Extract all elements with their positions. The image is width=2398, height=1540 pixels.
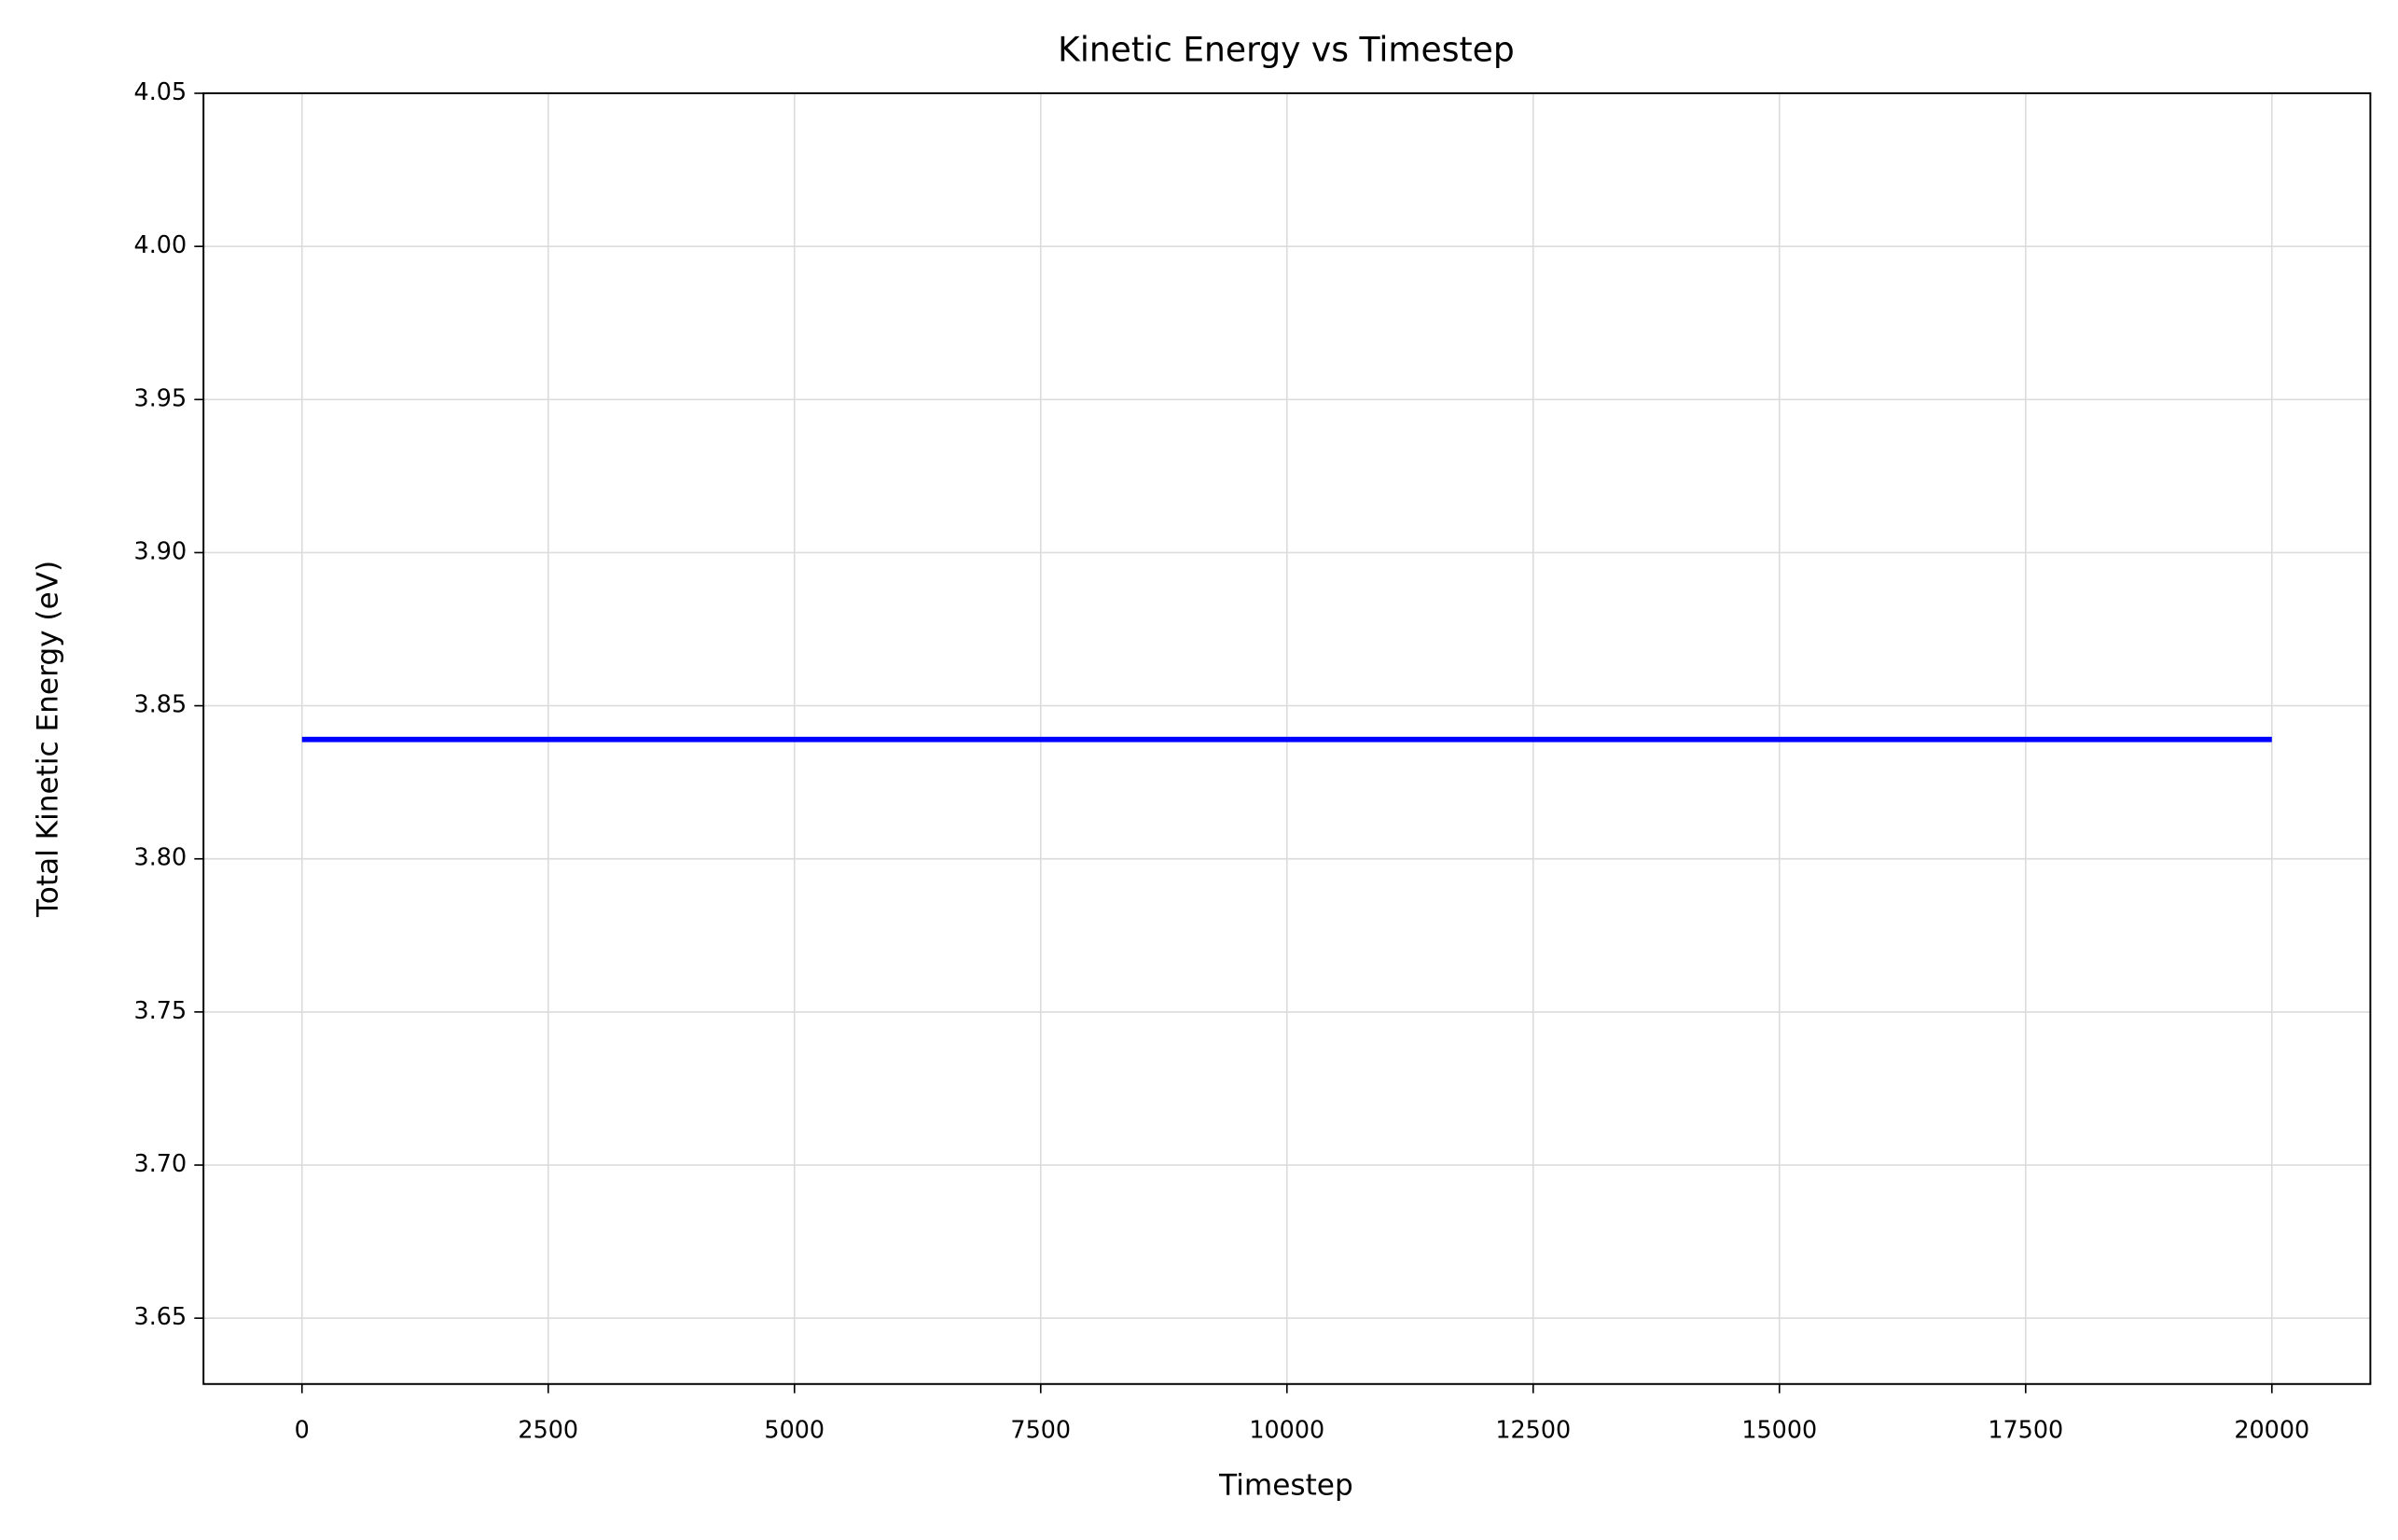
y-tick-label: 3.80: [134, 843, 187, 871]
x-tick-label: 10000: [1249, 1416, 1324, 1444]
x-axis-label: Timestep: [1218, 1469, 1353, 1503]
x-tick-label: 2500: [518, 1416, 578, 1444]
y-tick-label: 4.00: [134, 230, 187, 258]
y-axis-label: Total Kinetic Energy (eV): [32, 561, 65, 918]
x-tick-label: 0: [295, 1416, 310, 1444]
x-tick-label: 7500: [1010, 1416, 1071, 1444]
x-tick-label: 12500: [1495, 1416, 1571, 1444]
x-tick-label: 15000: [1741, 1416, 1817, 1444]
chart-title: Kinetic Energy vs Timestep: [1058, 31, 1515, 70]
y-tick-label: 3.65: [134, 1302, 187, 1330]
x-tick-label: 20000: [2234, 1416, 2309, 1444]
y-tick-label: 3.70: [134, 1149, 187, 1177]
y-tick-label: 3.75: [134, 996, 187, 1024]
y-tick-label: 3.95: [134, 383, 187, 411]
x-tick-label: 5000: [764, 1416, 825, 1444]
y-tick-label: 4.05: [134, 77, 187, 105]
x-tick-label: 17500: [1988, 1416, 2063, 1444]
y-tick-label: 3.85: [134, 690, 187, 718]
y-tick-label: 3.90: [134, 536, 187, 564]
